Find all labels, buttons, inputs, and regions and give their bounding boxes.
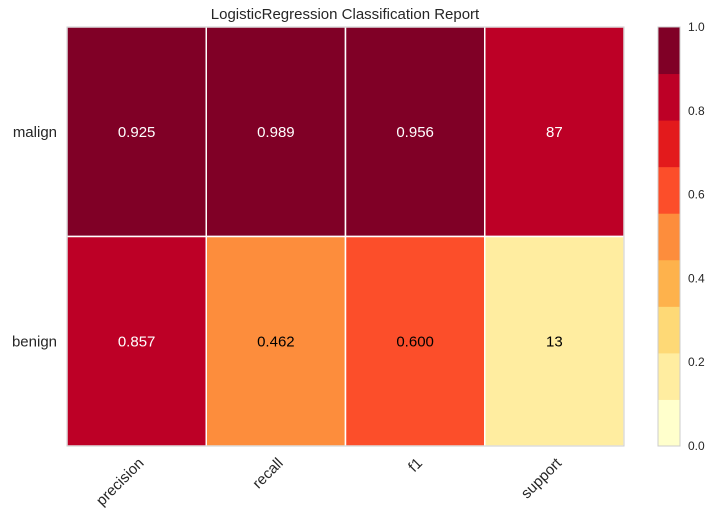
- column-tick-label: support: [518, 454, 566, 502]
- colorbar-bin: [658, 259, 680, 307]
- column-tick-labels: precision recall f1 support: [93, 454, 566, 509]
- colorbar-bin: [658, 306, 680, 354]
- colorbar-tick-label: 0.8: [688, 104, 705, 118]
- cell-value-label: 0.956: [396, 124, 434, 141]
- colorbar-tick-label: 0.6: [688, 188, 705, 202]
- column-tick-label: recall: [249, 455, 286, 492]
- colorbar-tick-label: 1.0: [688, 20, 705, 34]
- heatmap-cell-malign-precision: [66, 26, 207, 238]
- cell-value-label: 87: [546, 124, 563, 141]
- heatmap-cell-malign-recall: [205, 26, 347, 238]
- colorbar-bin: [658, 166, 680, 214]
- cell-value-label: 0.925: [118, 124, 156, 141]
- row-tick-label: malign: [13, 124, 57, 141]
- colorbar-bin: [658, 352, 680, 400]
- colorbar-bin: [658, 120, 680, 168]
- colorbar-frame: [657, 26, 681, 447]
- row-tick-labels: malign benign: [12, 124, 57, 351]
- cell-value-label: 0.989: [257, 124, 295, 141]
- heatmap-cell-malign-support: [484, 26, 625, 238]
- row-tick-label: benign: [12, 333, 57, 350]
- plot-frame: [66, 26, 625, 447]
- column-tick-label: precision: [93, 455, 147, 509]
- colorbar-tick-label: 0.0: [688, 439, 705, 453]
- colorbar-bin: [658, 27, 680, 75]
- colorbar-bin: [658, 73, 680, 121]
- column-tick-label: f1: [405, 455, 426, 476]
- heatmap-cell-benign-recall: [205, 235, 347, 447]
- cell-value-label: 0.600: [396, 333, 434, 350]
- heatmap-cell-benign-precision: [66, 235, 207, 447]
- cell-value-label: 0.462: [257, 333, 295, 350]
- colorbar-bin: [658, 399, 680, 447]
- heatmap-cell-benign-support: [484, 235, 625, 447]
- colorbar-tick-label: 0.2: [688, 355, 705, 369]
- colorbar-bin: [658, 213, 680, 261]
- colorbar: 0.0 0.2 0.4 0.6 0.8 1.0: [657, 20, 705, 453]
- cell-value-label: 13: [546, 333, 563, 350]
- heatmap-cells: 0.925 0.989 0.956 87 0.857 0.462 0.600 13: [66, 26, 625, 447]
- chart-title: LogisticRegression Classification Report: [211, 6, 480, 23]
- cell-value-label: 0.857: [118, 333, 156, 350]
- colorbar-tick-label: 0.4: [688, 271, 705, 285]
